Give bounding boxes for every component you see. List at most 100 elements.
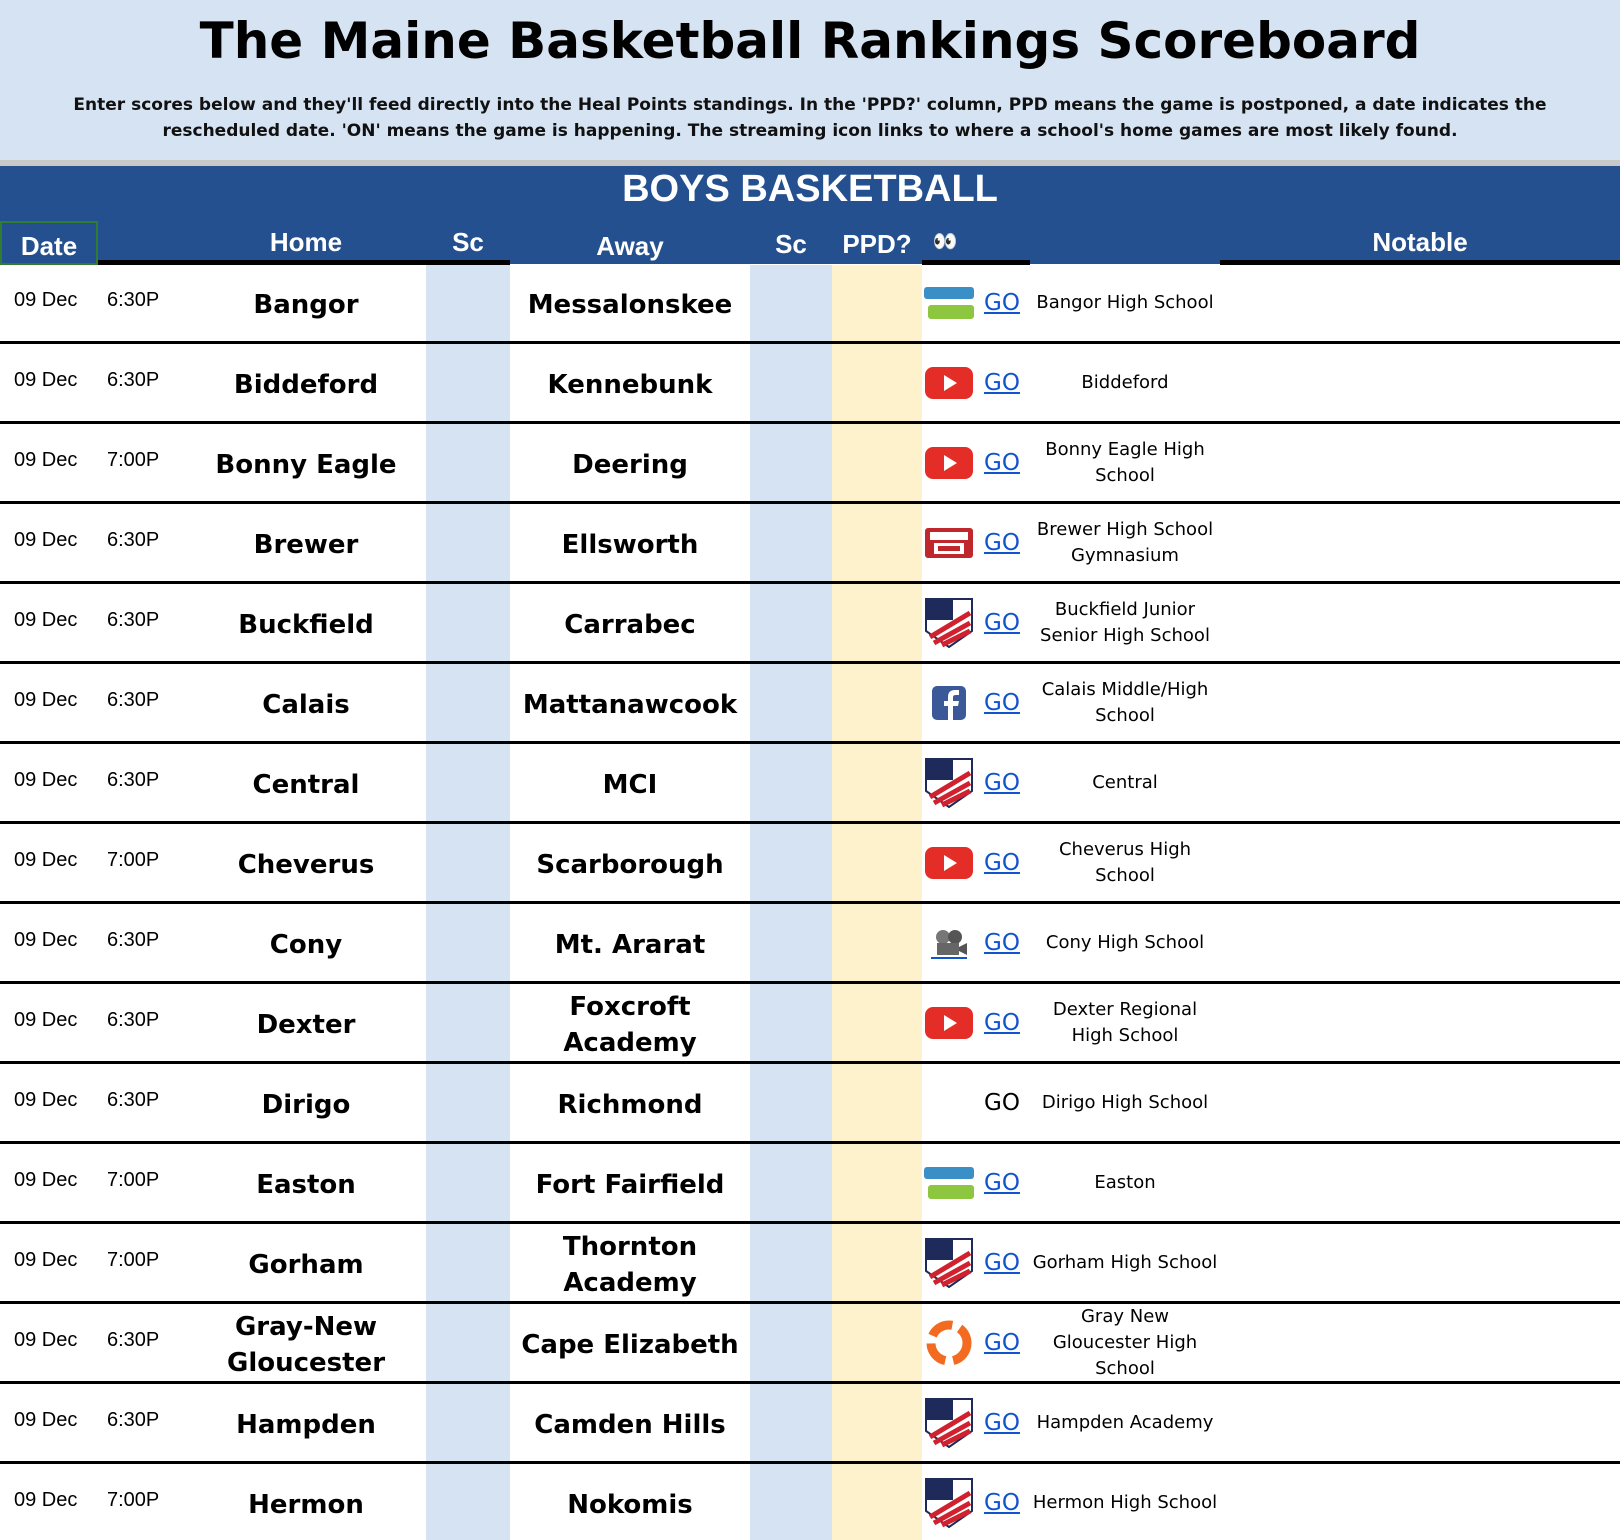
notable: Brewer High School Gymnasium: [1036, 519, 1214, 566]
ppd-cell[interactable]: [832, 585, 922, 665]
stream-icon[interactable]: [922, 1385, 976, 1461]
stream-link[interactable]: GO: [984, 1250, 1020, 1276]
icon-shape: [944, 855, 957, 871]
icon-shape: [928, 1250, 972, 1288]
score-cell[interactable]: [426, 1145, 510, 1225]
score-cell[interactable]: [750, 505, 832, 585]
notable: Central: [1092, 772, 1158, 793]
selected-cell[interactable]: [0, 221, 98, 265]
score-cell[interactable]: [750, 1145, 832, 1225]
stream-icon[interactable]: [922, 585, 976, 661]
icon-shape: [944, 690, 959, 720]
stream-link[interactable]: GO: [984, 930, 1020, 956]
ppd-cell[interactable]: [832, 1145, 922, 1225]
score-cell[interactable]: [426, 585, 510, 665]
stream-link[interactable]: GO: [984, 1010, 1020, 1036]
ppd-cell[interactable]: [832, 1065, 922, 1145]
notable: Dirigo High School: [1041, 1092, 1209, 1113]
icon-shape: [928, 1185, 974, 1199]
score-cell[interactable]: [426, 425, 510, 505]
stream-link[interactable]: GO: [984, 450, 1020, 476]
stream-icon[interactable]: [922, 1225, 976, 1301]
game-time: 7:00P: [107, 848, 160, 871]
stream-icon[interactable]: [922, 505, 976, 581]
score-cell[interactable]: [426, 745, 510, 825]
stream-link[interactable]: GO: [984, 530, 1020, 556]
ppd-cell[interactable]: [832, 1225, 922, 1305]
stream-link[interactable]: GO: [984, 690, 1020, 716]
score-cell[interactable]: [426, 1385, 510, 1465]
score-cell[interactable]: [750, 1225, 832, 1305]
icon-shape: [925, 847, 973, 879]
stream-icon[interactable]: [922, 1465, 976, 1540]
ppd-cell[interactable]: [832, 345, 922, 425]
stream-link[interactable]: GO: [984, 770, 1020, 796]
stream-icon[interactable]: [922, 345, 976, 421]
icon-shape: [925, 367, 973, 399]
row-border: [0, 1141, 1620, 1144]
score-cell[interactable]: [750, 1385, 832, 1465]
stream-icon[interactable]: [922, 985, 976, 1061]
stream-link[interactable]: GO: [984, 610, 1020, 636]
stream-icon[interactable]: [922, 905, 976, 981]
ppd-cell[interactable]: [832, 1385, 922, 1465]
score-cell[interactable]: [426, 825, 510, 905]
stream-icon[interactable]: [922, 825, 976, 901]
score-cell[interactable]: [426, 345, 510, 425]
score-cell[interactable]: [750, 905, 832, 985]
score-cell[interactable]: [750, 585, 832, 665]
ppd-cell[interactable]: [832, 265, 922, 345]
score-cell[interactable]: [426, 265, 510, 345]
icon-shape: [936, 930, 950, 944]
stream-link[interactable]: GO: [984, 290, 1020, 316]
row-border: [0, 821, 1620, 824]
score-cell[interactable]: [426, 1305, 510, 1385]
score-cell[interactable]: [750, 665, 832, 745]
score-cell[interactable]: [750, 1465, 832, 1540]
ppd-cell[interactable]: [832, 985, 922, 1065]
ppd-cell[interactable]: [832, 505, 922, 585]
home-team: Calais: [262, 690, 350, 720]
ppd-cell[interactable]: [832, 665, 922, 745]
score-cell[interactable]: [426, 905, 510, 985]
score-cell[interactable]: [426, 1225, 510, 1305]
score-cell[interactable]: [750, 1065, 832, 1145]
ppd-cell[interactable]: [832, 825, 922, 905]
score-cell[interactable]: [426, 985, 510, 1065]
column-header: Away: [596, 231, 664, 261]
icon-shape: [928, 1490, 972, 1528]
score-cell[interactable]: [426, 505, 510, 585]
score-cell[interactable]: [750, 825, 832, 905]
stream-link[interactable]: GO: [984, 1170, 1020, 1196]
stream-link[interactable]: GO: [984, 1410, 1020, 1436]
stream-link[interactable]: GO: [984, 370, 1020, 396]
ppd-cell[interactable]: [832, 1305, 922, 1385]
score-cell[interactable]: [750, 985, 832, 1065]
icon-shape: [925, 1007, 973, 1039]
score-cell[interactable]: [750, 425, 832, 505]
row-border: [0, 341, 1620, 344]
score-cell[interactable]: [426, 665, 510, 745]
ppd-cell[interactable]: [832, 1465, 922, 1540]
score-cell[interactable]: [750, 265, 832, 345]
stream-link[interactable]: GO: [984, 1490, 1020, 1516]
stream-link[interactable]: GO: [984, 1330, 1020, 1356]
score-cell[interactable]: [750, 1305, 832, 1385]
stream-icon[interactable]: [922, 425, 976, 501]
ppd-cell[interactable]: [832, 425, 922, 505]
home-team: Brewer: [253, 530, 359, 560]
stream-icon[interactable]: [922, 1305, 976, 1381]
score-cell[interactable]: [750, 345, 832, 425]
score-cell[interactable]: [426, 1465, 510, 1540]
ppd-cell[interactable]: [832, 905, 922, 985]
stream-icon[interactable]: [922, 745, 976, 821]
score-cell[interactable]: [426, 1065, 510, 1145]
stream-icon[interactable]: [922, 1145, 976, 1221]
stream-icon[interactable]: [922, 265, 976, 341]
ppd-cell[interactable]: [832, 745, 922, 825]
score-cell[interactable]: [750, 745, 832, 825]
game-date: 09 Dec: [14, 928, 78, 951]
header-underline: [98, 260, 510, 265]
stream-icon[interactable]: [922, 665, 976, 741]
stream-link[interactable]: GO: [984, 850, 1020, 876]
